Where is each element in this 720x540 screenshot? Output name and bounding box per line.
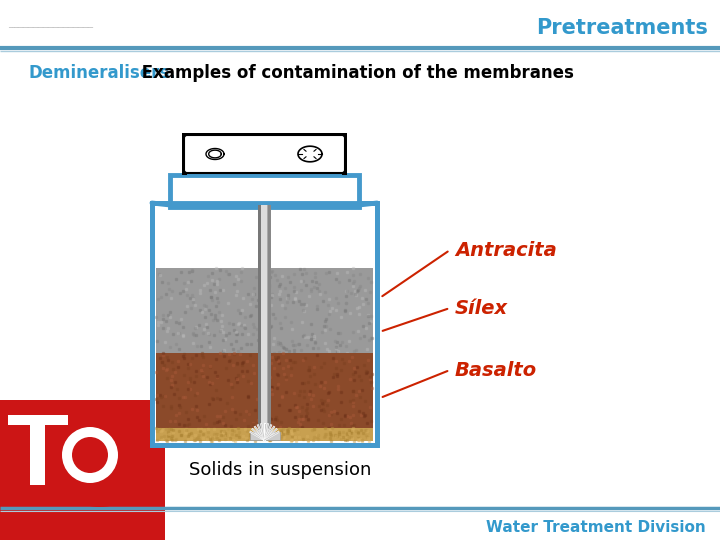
Circle shape [72, 437, 108, 473]
Bar [152, 203, 377, 445]
Bar [182, 133, 347, 138]
Text: TO: TO [0, 434, 140, 526]
Bar [342, 133, 347, 175]
Bar [261, 205, 267, 437]
Text: Water Treatment Division: Water Treatment Division [486, 519, 706, 535]
Bar [268, 205, 271, 437]
Text: Pretreatments: Pretreatments [536, 18, 708, 38]
Bar [182, 133, 187, 175]
Text: Examples of contamination of the membranes: Examples of contamination of the membran… [136, 64, 574, 82]
Text: ─────────────────: ───────────────── [8, 23, 93, 31]
Bar [30, 415, 45, 485]
Bar [152, 203, 377, 445]
Bar [170, 175, 359, 207]
Text: Demineralisers.: Demineralisers. [28, 64, 176, 82]
Text: BAi: BAi [95, 463, 238, 537]
Bar [156, 353, 373, 428]
Bar [5, 5, 180, 47]
Text: Antracita: Antracita [455, 240, 557, 260]
Text: Sílex: Sílex [455, 299, 508, 318]
Bar [0, 400, 165, 540]
Bar [258, 205, 261, 437]
Bar [156, 428, 373, 441]
Bar [250, 432, 279, 440]
Circle shape [62, 427, 118, 483]
Bar [258, 205, 271, 437]
FancyBboxPatch shape [184, 135, 345, 173]
Bar [156, 268, 373, 353]
Bar [8, 415, 68, 425]
Text: Basalto: Basalto [455, 361, 537, 380]
Text: Solids in suspension: Solids in suspension [189, 461, 372, 479]
